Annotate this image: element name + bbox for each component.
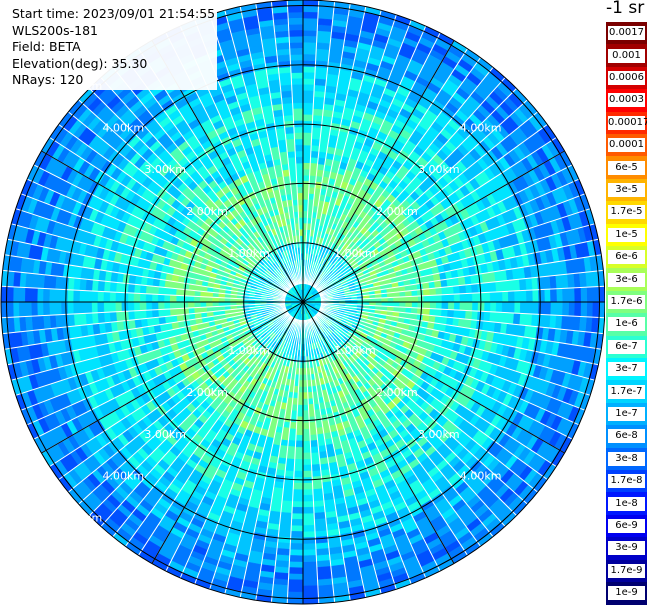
colorbar-label: 3e-8 [608,451,645,466]
colorbar-label: 3e-7 [608,362,645,377]
colorbar-label: 6e-7 [608,339,645,354]
range-ring-label: 1.00km [334,247,376,260]
field-text: Field: BETA [12,39,81,54]
colorbar-label: 0.00017 [608,115,647,130]
range-ring-label: 3.00km [418,428,460,441]
nrays-text: NRays: 120 [12,72,84,87]
range-ring-label: 2.00km [186,386,228,399]
colorbar-swatch: 1e-5 [606,223,647,247]
range-ring-label: 3.00km [144,163,186,176]
range-ring-label: 4.00km [460,470,502,483]
start-time-text: Start time: 2023/09/01 21:54:55 [12,6,216,21]
colorbar-swatch: 3e-5 [606,178,647,202]
azimuth-spoke [151,301,304,564]
colorbar-swatch: 6e-6 [606,246,647,269]
range-ring-label: 2.00km [376,386,418,399]
colorbar-label: 1e-6 [608,317,645,332]
device-name-text: WLS200s-181 [12,22,98,38]
colorbar-swatch: 1.7e-6 [606,290,647,314]
colorbar-swatch: 1e-9 [606,582,647,605]
colorbar-label: 1e-5 [608,227,645,242]
colorbar-label: 1.7e-9 [608,563,645,578]
range-ring-label: 1.00km [228,344,270,357]
colorbar-swatch: 0.001 [606,44,647,68]
range-ring-label: 1.00km [228,247,270,260]
ppi-scan-plot: 1.00km 1.00km 1.00km 1.00km 2.00km 2.00km 2.00… [0,0,605,605]
colorbar-swatch: 1.7e-9 [606,559,647,583]
colorbar-swatch: 3e-9 [606,537,647,561]
colorbar-label: 1.7e-6 [608,294,645,309]
colorbar-label: 6e-9 [608,518,645,533]
colorbar-label: 1.7e-5 [608,205,645,220]
colorbar-swatch: 6e-7 [606,335,647,359]
colorbar-swatch: 6e-9 [606,514,647,538]
colorbar-unit-title: -1 sr [606,0,645,18]
colorbar-label: 1.7e-7 [608,384,645,399]
colorbar-swatch: 0.0001 [606,134,647,157]
colorbar-label: 1.7e-8 [608,474,645,489]
azimuth-spoke [302,301,455,564]
colorbar-swatch: 0.00017 [606,111,647,135]
range-ring-label: 3.00km [144,428,186,441]
colorbar-swatch: 6e-8 [606,425,647,449]
range-ring-labels: 1.00km 1.00km 1.00km 1.00km 2.00km 2.00km 2.00… [61,79,502,524]
colorbar-label: 6e-6 [608,250,645,265]
colorbar-swatch: 6e-5 [606,156,647,180]
colorbar-swatch: 1.7e-7 [606,380,647,404]
colorbar-label: 1e-7 [608,406,645,421]
azimuth-spoke [41,150,304,303]
azimuth-spokes [1,0,605,604]
colorbar-swatch: 0.0003 [606,89,647,113]
colorbar-swatch: 1e-8 [606,492,647,516]
colorbar-label: 3e-9 [608,541,645,556]
colorbar-swatch: 1e-6 [606,313,647,337]
scan-info-box: Start time: 2023/09/01 21:54:55 WLS200s-1… [11,6,218,90]
colorbar-swatch: 3e-6 [606,268,647,292]
colorbar-swatch: 1e-7 [606,402,647,426]
colorbar-label: 0.0001 [608,138,645,153]
colorbar-label: 3e-5 [608,182,645,197]
colorbar-label: 6e-5 [608,160,645,175]
colorbar-label: 6e-8 [608,429,645,444]
azimuth-spoke [302,150,565,303]
range-ring-label: 2.00km [376,205,418,218]
range-ring-label: 1.00km [334,344,376,357]
range-ring-label: 2.00km [186,205,228,218]
colorbar-swatch: 0.0006 [606,66,647,90]
colorbar-label: 0.0006 [608,70,645,85]
colorbar-label: 3e-6 [608,272,645,287]
colorbar-swatch: 3e-8 [606,447,647,471]
range-ring-label: 3.00km [418,163,460,176]
colorbar-label: 1e-8 [608,496,645,511]
colorbar-swatch: 0.0017 [606,22,647,45]
azimuth-spoke [302,40,455,303]
colorbar-swatch: 1.7e-8 [606,470,647,493]
azimuth-spoke [41,301,304,454]
elevation-text: Elevation(deg): 35.30 [12,55,148,71]
range-ring-label: 5.00km [61,512,103,525]
range-ring-label: 4.00km [103,470,145,483]
colorbar-label: 0.0017 [608,26,645,41]
colorbar-label: 0.001 [608,48,645,63]
colorbar-swatch: 1.7e-5 [606,201,647,225]
range-ring-label: 4.00km [103,121,145,134]
azimuth-spoke [302,301,565,454]
colorbar-swatch: 3e-7 [606,358,647,381]
colorbar-label: 0.0003 [608,93,645,108]
colorbar-label: 1e-9 [608,586,645,601]
range-ring-label: 4.00km [460,121,502,134]
